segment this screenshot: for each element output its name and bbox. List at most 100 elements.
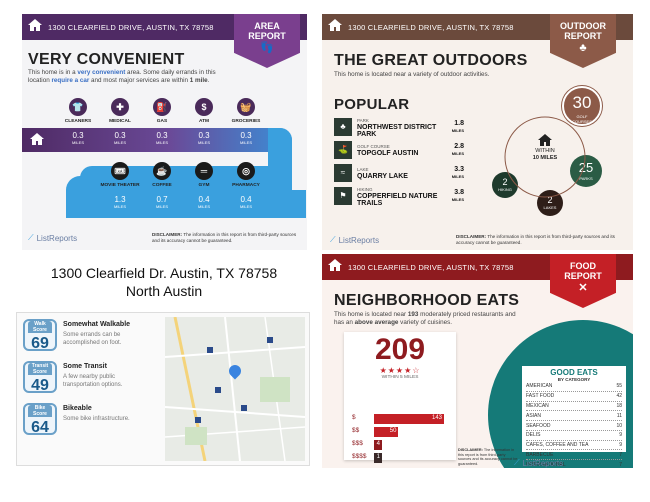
score-badge: Walk Score 69	[23, 319, 57, 352]
school-marker-icon[interactable]	[195, 417, 201, 423]
area-title: VERY CONVENIENT	[28, 51, 185, 68]
category-name: AMERICAN	[526, 383, 553, 390]
service-4: 🧺 GROCERIES	[226, 98, 266, 124]
outdoor-title: THE GREAT OUTDOORS	[334, 52, 528, 69]
service-1: ✚ MEDICAL	[100, 98, 140, 124]
service-0: 👕 CLEANERS	[58, 98, 98, 124]
ticket-icon: 🎟	[111, 162, 129, 180]
service-distance: 0.3 MILES	[155, 131, 168, 146]
item-distance: 1.8 MILES	[451, 120, 464, 133]
item-distance: 2.8 MILES	[451, 143, 464, 156]
category-row: SEAFOOD 10	[526, 421, 622, 431]
price-bar: 50	[374, 427, 399, 437]
footsteps-icon: 👣	[260, 42, 274, 54]
neighborhood-line: North Austin	[125, 283, 203, 299]
ribbon-bottom	[66, 190, 306, 218]
item-distance: 3.3 MILES	[451, 166, 464, 179]
service-distance: 0.4 MILES	[197, 195, 210, 210]
score-text: Some bike infrastructure.	[63, 416, 130, 422]
golf-courses-circle: 30 GOLF COURSES	[562, 86, 602, 126]
category-count: 42	[616, 393, 622, 400]
school-marker-icon[interactable]	[241, 405, 247, 411]
price-value: 1	[376, 454, 380, 460]
ribbon-top	[22, 128, 292, 152]
score-tag: Bike Score	[28, 405, 52, 417]
item-type: GOLF COURSE	[357, 144, 390, 149]
gas-pump-icon: ⛽	[153, 98, 171, 116]
category-count: 7	[619, 461, 622, 468]
school-marker-icon[interactable]	[267, 337, 273, 343]
medical-cross-icon: ✚	[111, 98, 129, 116]
outdoor-report-badge: OUTDOOR REPORT ♣	[550, 14, 616, 68]
category-count: 10	[616, 422, 622, 429]
food-report-panel: 1300 CLEARFIELD DRIVE, AUSTIN, TX 78758 …	[322, 254, 633, 468]
service-distance: 0.3 MILES	[71, 131, 84, 146]
price-value: 143	[431, 415, 442, 421]
score-value: 64	[31, 419, 49, 436]
category-count: 7	[619, 451, 622, 458]
food-report-badge: FOOD REPORT ✕	[550, 254, 616, 308]
service-6: ☕ COFFEE	[142, 162, 182, 188]
basket-icon: 🧺	[237, 98, 255, 116]
price-value: 50	[389, 428, 397, 434]
category-count: 55	[616, 383, 622, 390]
category-name: CAFES, COFFEE AND TEA	[526, 442, 589, 449]
popular-item-text: LAKE QUARRY LAKE	[357, 166, 438, 180]
food-description: This home is located near 193 moderately…	[334, 311, 516, 326]
area-description: This home is in a very convenient area. …	[28, 69, 216, 84]
score-title: Bikeable	[63, 405, 92, 412]
category-name: INTERNATIONAL	[526, 461, 566, 468]
category-name: DELIS	[526, 432, 541, 439]
item-name: TOPGOLF AUSTIN	[357, 150, 419, 157]
service-3: $ ATM	[184, 98, 224, 124]
outdoor-address: 1300 CLEARFIELD DRIVE, AUSTIN, TX 78758	[348, 22, 514, 32]
house-icon	[538, 134, 552, 146]
item-name: COPPERFIELD NATURE TRAILS	[357, 192, 438, 207]
category-name: MEXICAN	[526, 402, 549, 409]
restaurant-count: 209	[374, 333, 426, 366]
price-label: $$	[352, 427, 360, 434]
popular-item[interactable]: ⛳ GOLF COURSE TOPGOLF AUSTIN 2.8 MILES	[334, 139, 464, 161]
area-logo: ⟋ ListReports	[28, 233, 78, 243]
outdoor-description: This home is located near a variety of o…	[334, 71, 490, 78]
popular-item[interactable]: ♣ PARK NORTHWEST DISTRICT PARK 1.8 MILES	[334, 116, 464, 138]
area-address: 1300 CLEARFIELD DRIVE, AUSTIN, TX 78758	[48, 22, 214, 32]
category-name: ASIAN	[526, 412, 542, 419]
service-2: ⛽ GAS	[142, 98, 182, 124]
service-8: ◎ PHARMACY	[226, 162, 266, 188]
map-roads	[165, 317, 305, 461]
category-row: CAFES, COFFEE AND TEA 9	[526, 441, 622, 451]
area-report-badge: AREA REPORT 👣	[234, 14, 300, 68]
service-label: GROCERIES	[231, 119, 261, 124]
category-count: 18	[616, 402, 622, 409]
listing-panel: 1300 Clearfield Dr. Austin, TX 78758 Nor…	[14, 258, 314, 468]
service-label: GYM	[198, 183, 210, 188]
school-marker-icon[interactable]	[207, 347, 213, 353]
service-label: MEDICAL	[109, 119, 131, 124]
by-category: BY CATEGORY	[557, 377, 591, 382]
category-name: BARBECUE	[526, 451, 554, 458]
tree-icon: ♣	[334, 118, 352, 136]
price-value: 4	[376, 441, 380, 447]
tree-icon: ♣	[579, 42, 587, 54]
category-list: AMERICAN 55 FAST FOOD 42 MEXICAN 18 ASIAN 11 SEA…	[526, 382, 622, 468]
category-name: FAST FOOD	[526, 393, 555, 400]
price-label: $$$$	[352, 453, 367, 460]
lake-icon: ≈	[334, 164, 352, 182]
category-row: INTERNATIONAL 7	[526, 460, 622, 468]
dollar-icon: $	[195, 98, 213, 116]
school-marker-icon[interactable]	[215, 387, 221, 393]
popular-item-text: GOLF COURSE TOPGOLF AUSTIN	[357, 143, 438, 157]
service-5: 🎟 MOVIE THEATER	[100, 162, 140, 188]
within-10-miles: WITHIN 10 MILES	[532, 148, 558, 161]
neighborhood-map[interactable]	[165, 317, 305, 461]
score-card: Walk Score 69 Somewhat Walkable Some errand…	[16, 312, 310, 466]
listreports-logo-icon: ⟋	[330, 235, 336, 244]
popular-item[interactable]: ⚑ HIKING COPPERFIELD NATURE TRAILS 3.8 MILES	[334, 185, 464, 207]
outdoor-logo: ⟋ ListReports	[330, 235, 380, 245]
service-distance: 0.7 MILES	[155, 195, 168, 210]
good-eats-card: GOOD EATS BY CATEGORY AMERICAN 55 FAST FOO…	[522, 366, 626, 468]
shirt-icon: 👕	[69, 98, 87, 116]
popular-item[interactable]: ≈ LAKE QUARRY LAKE 3.3 MILES	[334, 162, 464, 184]
area-report-panel: 1300 CLEARFIELD DRIVE, AUSTIN, TX 78758 …	[22, 14, 307, 250]
